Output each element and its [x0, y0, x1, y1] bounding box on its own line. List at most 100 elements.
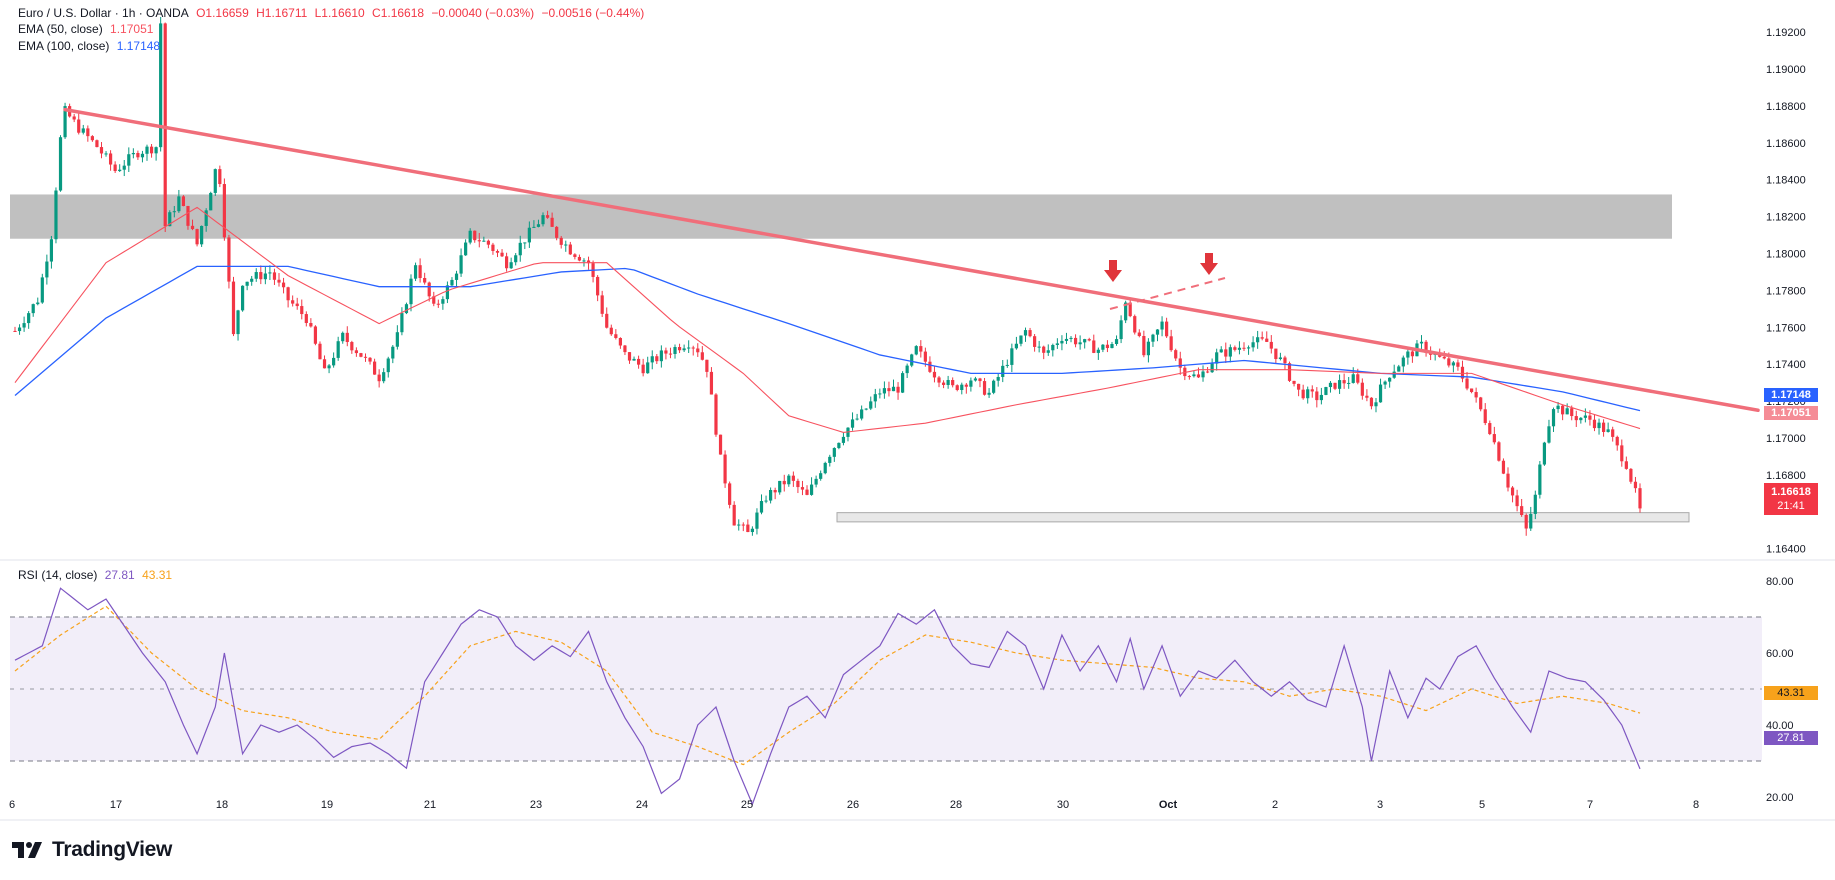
candle-body[interactable]	[409, 278, 413, 305]
candle-body[interactable]	[336, 341, 340, 358]
candle-body[interactable]	[1251, 342, 1255, 348]
candle-body[interactable]	[618, 338, 622, 346]
candle-body[interactable]	[263, 273, 267, 280]
candle-body[interactable]	[1119, 320, 1123, 340]
candle-body[interactable]	[504, 256, 509, 269]
candle-body[interactable]	[1201, 371, 1205, 378]
candle-body[interactable]	[1196, 374, 1201, 378]
candle-body[interactable]	[896, 386, 900, 393]
candle-body[interactable]	[1287, 363, 1292, 381]
candle-body[interactable]	[1388, 377, 1392, 382]
candle-body[interactable]	[54, 190, 58, 240]
candle-body[interactable]	[778, 480, 782, 493]
candle-body[interactable]	[960, 384, 964, 391]
candle-body[interactable]	[204, 210, 208, 226]
candle-body[interactable]	[1183, 367, 1187, 377]
candle-body[interactable]	[941, 382, 946, 385]
candle-body[interactable]	[573, 254, 577, 257]
candle-body[interactable]	[1547, 426, 1551, 443]
candle-body[interactable]	[687, 347, 691, 349]
candle-body[interactable]	[600, 295, 604, 314]
descending-trendline[interactable]	[63, 107, 1760, 413]
candle-body[interactable]	[1114, 339, 1119, 345]
candle-body[interactable]	[978, 378, 982, 382]
candle-body[interactable]	[31, 304, 35, 314]
candle-body[interactable]	[1533, 494, 1537, 514]
candle-body[interactable]	[418, 265, 422, 279]
ema100-line[interactable]	[14, 265, 1641, 412]
candle-body[interactable]	[1551, 409, 1556, 427]
candle-body[interactable]	[250, 278, 254, 282]
candle-body[interactable]	[787, 475, 791, 485]
candle-body[interactable]	[1451, 362, 1455, 366]
candle-body[interactable]	[350, 342, 354, 351]
candle-body[interactable]	[22, 323, 26, 328]
candle-body[interactable]	[145, 146, 149, 154]
candle-body[interactable]	[118, 169, 122, 172]
candle-body[interactable]	[650, 356, 654, 363]
candle-body[interactable]	[1028, 330, 1032, 337]
candle-body[interactable]	[17, 327, 22, 332]
candle-body[interactable]	[1597, 422, 1601, 429]
candle-body[interactable]	[186, 206, 190, 226]
candle-body[interactable]	[359, 353, 363, 357]
candle-body[interactable]	[937, 377, 941, 383]
candle-body[interactable]	[1583, 415, 1587, 418]
candle-body[interactable]	[1510, 487, 1515, 496]
candle-body[interactable]	[1087, 339, 1091, 341]
candle-body[interactable]	[277, 279, 281, 283]
candle-body[interactable]	[168, 212, 172, 227]
candle-body[interactable]	[372, 361, 377, 375]
candle-body[interactable]	[491, 244, 495, 251]
candle-body[interactable]	[1237, 347, 1242, 350]
candle-body[interactable]	[108, 153, 113, 165]
candle-body[interactable]	[1392, 371, 1396, 378]
candle-body[interactable]	[887, 388, 891, 392]
candle-body[interactable]	[1105, 344, 1110, 349]
candle-body[interactable]	[891, 386, 896, 392]
candle-body[interactable]	[641, 364, 645, 374]
candle-body[interactable]	[272, 272, 277, 280]
candle-body[interactable]	[992, 380, 996, 393]
candle-body[interactable]	[1010, 348, 1014, 365]
candle-body[interactable]	[1137, 332, 1141, 337]
candle-body[interactable]	[345, 332, 349, 343]
candle-body[interactable]	[568, 244, 572, 255]
candle-body[interactable]	[172, 211, 176, 213]
candle-body[interactable]	[1520, 506, 1524, 516]
candle-body[interactable]	[1383, 381, 1387, 385]
candle-body[interactable]	[1529, 513, 1533, 529]
rsi-ma-line[interactable]	[14, 605, 1641, 766]
candle-body[interactable]	[1051, 344, 1055, 351]
price-axis[interactable]: 1.19200 1.19000 1.18800 1.18600 1.18400 1.182…	[1766, 27, 1806, 555]
candle-body[interactable]	[582, 260, 586, 262]
candle-body[interactable]	[828, 456, 832, 463]
candle-body[interactable]	[1447, 358, 1451, 366]
candle-body[interactable]	[1479, 397, 1483, 410]
candle-body[interactable]	[664, 350, 668, 354]
candle-body[interactable]	[391, 346, 395, 359]
candle-body[interactable]	[281, 282, 286, 288]
candle-body[interactable]	[632, 358, 636, 361]
candle-body[interactable]	[764, 500, 768, 502]
candle-body[interactable]	[614, 334, 618, 339]
candle-body[interactable]	[1073, 337, 1078, 345]
ema50-line[interactable]	[14, 206, 1641, 433]
candle-body[interactable]	[696, 348, 700, 353]
candle-body[interactable]	[1151, 334, 1155, 342]
candle-body[interactable]	[240, 285, 245, 311]
candle-body[interactable]	[1146, 341, 1151, 356]
candle-body[interactable]	[1401, 357, 1405, 367]
candle-body[interactable]	[919, 346, 923, 352]
candle-body[interactable]	[90, 136, 94, 141]
candle-body[interactable]	[1174, 350, 1178, 359]
candle-body[interactable]	[190, 225, 195, 230]
candle-body[interactable]	[809, 484, 814, 495]
candle-body[interactable]	[714, 394, 718, 435]
candle-body[interactable]	[609, 327, 613, 335]
candle-body[interactable]	[823, 462, 827, 474]
candle-body[interactable]	[1356, 374, 1360, 383]
candle-body[interactable]	[454, 273, 459, 280]
candle-body[interactable]	[286, 287, 290, 301]
candle-body[interactable]	[932, 371, 937, 378]
